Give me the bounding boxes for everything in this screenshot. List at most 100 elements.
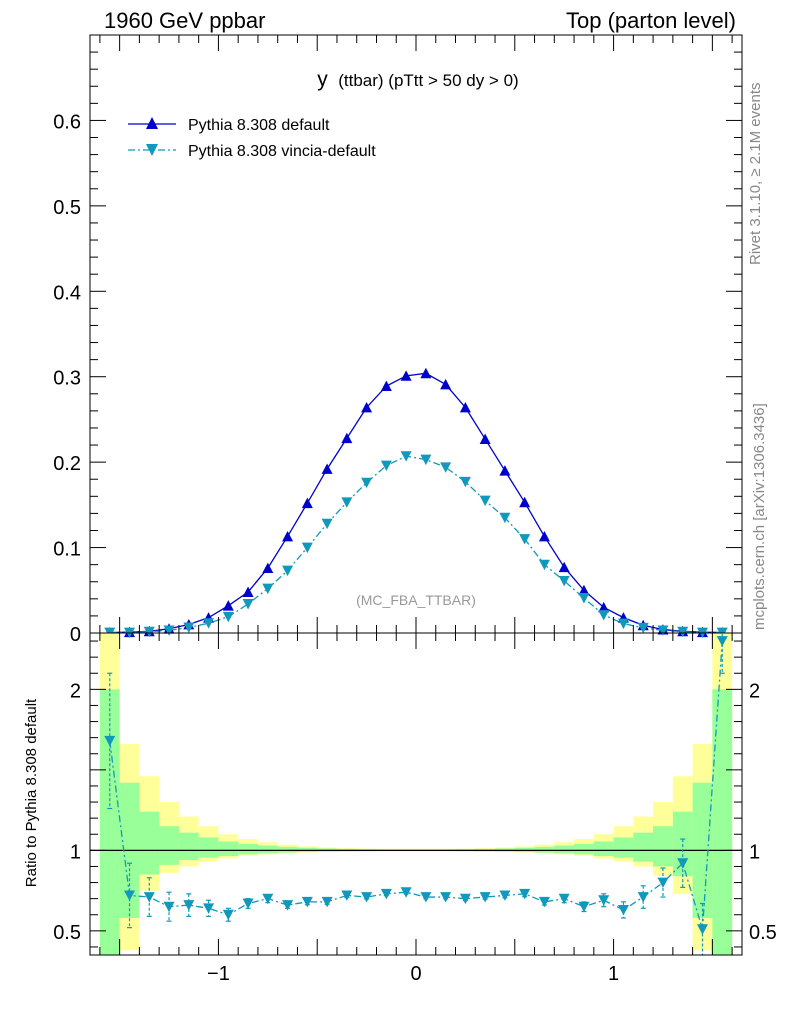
ratio-point-vincia — [203, 903, 215, 914]
ratio-ytick-label: 0.5 — [53, 922, 81, 944]
legend-label-default: Pythia 8.308 default — [188, 117, 330, 134]
point-vincia — [301, 542, 313, 554]
point-default — [499, 465, 511, 476]
point-default — [578, 584, 590, 596]
ratio-point-vincia — [400, 887, 412, 898]
point-vincia — [519, 534, 531, 545]
main-ytick-label: 0.4 — [53, 282, 81, 304]
point-default — [519, 496, 531, 508]
ratio-point-vincia — [262, 893, 274, 905]
ratio-panel — [90, 633, 742, 955]
xtick-label: 1 — [608, 963, 619, 985]
point-vincia — [499, 512, 511, 524]
ratio-point-vincia — [598, 895, 610, 906]
ratio-point-vincia — [124, 890, 136, 901]
axes: 0 0.1 0.2 0.3 0.4 0.5 0.6 −1 0 1 0.5 0.5 1 1 2 2 — [53, 35, 777, 985]
point-vincia — [341, 497, 353, 508]
ratio-ylabel: Ratio to Pythia 8.308 default — [23, 698, 40, 887]
uncertainty-band-inner — [633, 832, 654, 862]
legend-marker-vincia — [146, 144, 158, 156]
ratio-point-vincia — [519, 888, 531, 900]
series-line-default — [109, 372, 723, 634]
uncertainty-band-inner — [218, 841, 239, 856]
point-vincia — [143, 626, 155, 638]
ratio-ytick-label-right: 2 — [749, 680, 760, 702]
uncertainty-band-inner — [257, 845, 278, 854]
ratio-point-vincia — [282, 900, 294, 911]
legend-entry-default: Pythia 8.308 default — [128, 117, 330, 134]
main-ytick-label: 0 — [70, 624, 81, 646]
header-right: Top (parton level) — [566, 8, 736, 33]
uncertainty-band-inner — [178, 832, 199, 861]
ratio-ytick-label: 2 — [70, 680, 81, 702]
ratio-ytick-label-right: 1 — [749, 841, 760, 863]
main-ytick-label: 0.3 — [53, 368, 81, 390]
ratio-point-vincia — [301, 896, 313, 908]
point-default — [598, 601, 610, 613]
uncertainty-band-inner — [139, 811, 160, 875]
point-vincia — [183, 622, 195, 633]
ratio-point-vincia — [578, 901, 590, 913]
point-default — [301, 497, 313, 509]
point-vincia — [400, 451, 412, 462]
xtick-label: −1 — [207, 963, 230, 985]
uncertainty-band-inner — [238, 843, 258, 855]
point-default — [242, 586, 254, 597]
ratio-point-vincia — [538, 896, 550, 908]
ratio-point-vincia — [104, 735, 116, 747]
ratio-point-vincia — [341, 890, 353, 901]
point-default — [380, 380, 392, 392]
point-vincia — [420, 454, 432, 466]
point-vincia — [242, 599, 254, 610]
point-vincia — [380, 460, 392, 472]
ratio-point-vincia — [479, 892, 491, 903]
point-vincia — [677, 626, 689, 638]
series-line-vincia — [109, 455, 723, 634]
legend-marker-default — [146, 117, 158, 129]
ratio-point-vincia — [499, 890, 511, 901]
legend: Pythia 8.308 default Pythia 8.308 vincia… — [128, 117, 376, 160]
point-vincia — [321, 518, 333, 530]
header-left: 1960 GeV ppbar — [104, 8, 265, 33]
uncertainty-band-inner — [613, 837, 634, 858]
mcplots-label: mcplots.cern.ch [arXiv:1306.3436] — [751, 403, 768, 630]
point-vincia — [440, 462, 452, 473]
ratio-point-vincia — [637, 892, 649, 903]
uncertainty-band-inner — [593, 841, 614, 856]
ratio-point-vincia — [242, 898, 254, 909]
rivet-label: Rivet 3.1.10, ≥ 2.1M events — [747, 83, 764, 266]
uncertainty-band-inner — [99, 689, 120, 955]
point-default — [400, 370, 412, 381]
uncertainty-band-inner — [574, 843, 594, 855]
point-vincia — [222, 611, 234, 623]
ratio-point-vincia — [440, 892, 452, 903]
point-default — [558, 561, 570, 573]
point-vincia — [578, 593, 590, 604]
point-vincia — [598, 610, 610, 621]
legend-entry-vincia: Pythia 8.308 vincia-default — [128, 143, 376, 160]
point-default — [459, 401, 471, 413]
point-vincia — [163, 625, 175, 636]
uncertainty-band-inner — [159, 826, 179, 865]
ratio-line-vincia — [109, 641, 723, 930]
point-vincia — [637, 622, 649, 634]
ratio-point-vincia — [657, 877, 669, 889]
ratio-point-vincia — [677, 858, 689, 869]
ratio-point-vincia — [380, 888, 392, 900]
main-ytick-label: 0.5 — [53, 197, 81, 219]
point-default — [440, 378, 452, 390]
ratio-plot-area — [90, 633, 742, 955]
ratio-point-vincia — [163, 901, 175, 913]
ratio-point-vincia — [558, 893, 570, 905]
ratio-point-vincia — [183, 900, 195, 911]
ratio-point-vincia — [617, 904, 629, 916]
point-default — [420, 367, 432, 379]
point-vincia — [617, 618, 629, 630]
point-vincia — [558, 575, 570, 587]
point-vincia — [657, 625, 669, 636]
ratio-point-vincia — [361, 892, 373, 903]
point-default — [479, 433, 491, 445]
point-default — [361, 401, 373, 413]
point-vincia — [459, 476, 471, 488]
